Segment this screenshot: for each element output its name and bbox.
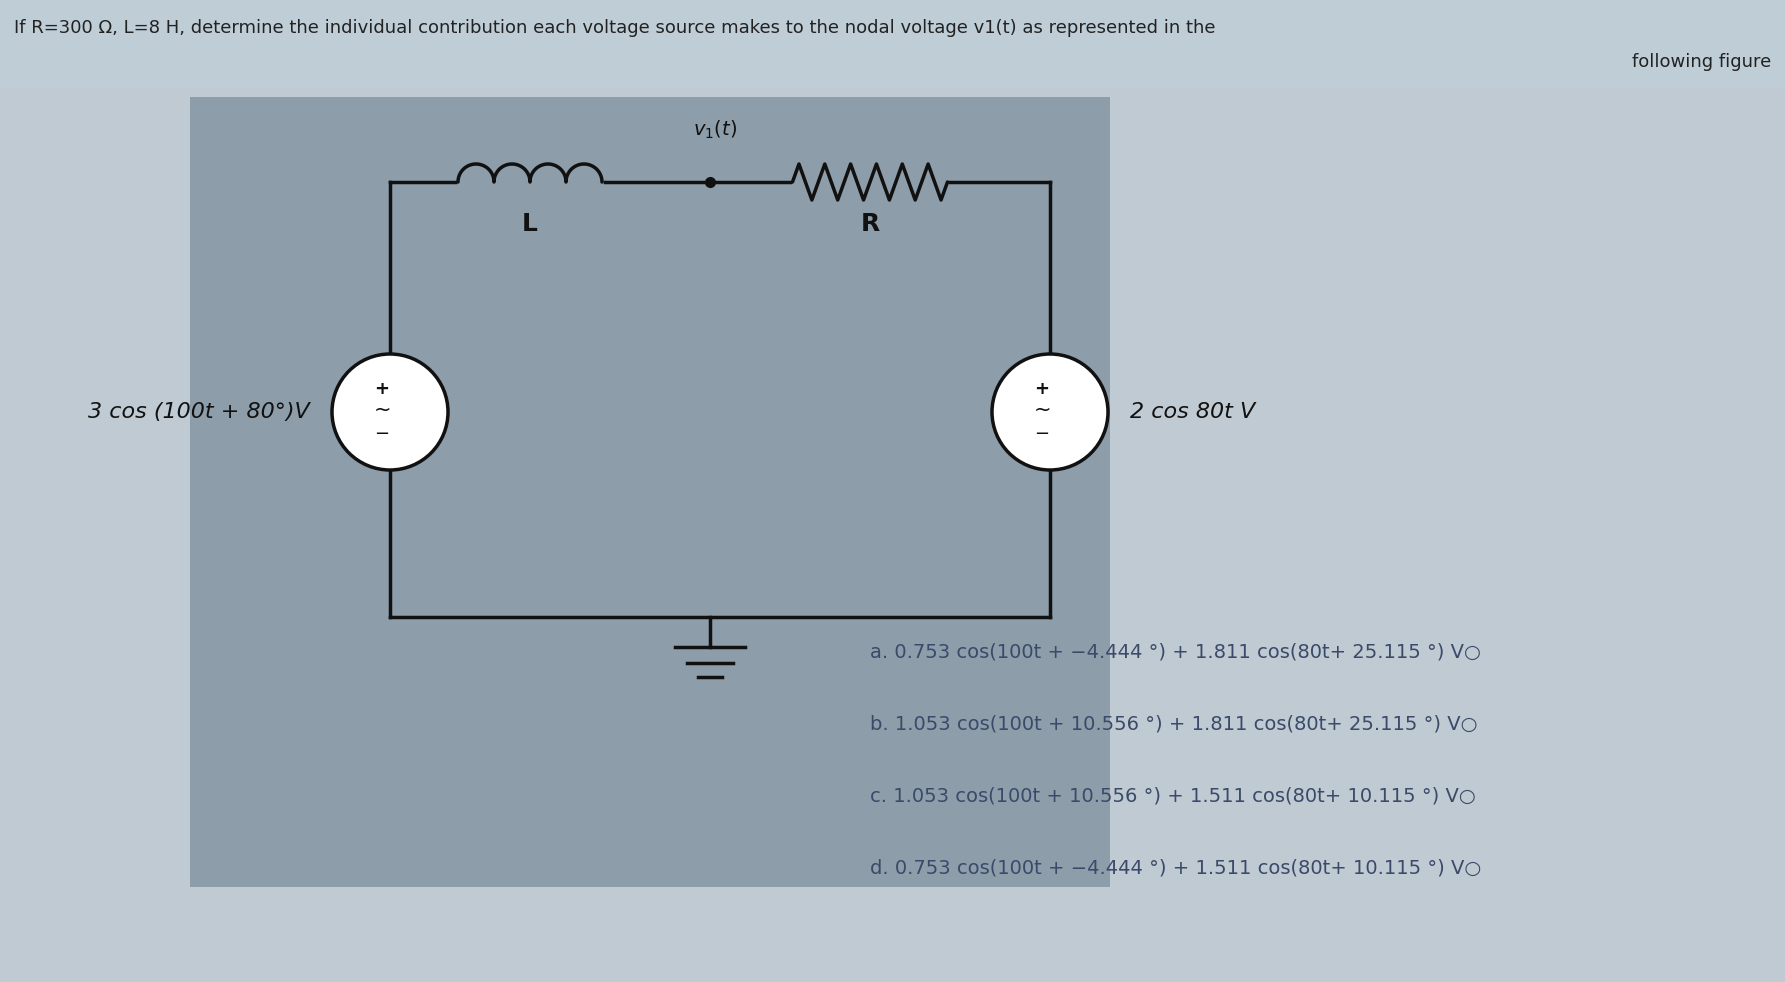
Text: b. 1.053 cos(100t + 10.556 °) + 1.811 cos(80t+ 25.115 °) V○: b. 1.053 cos(100t + 10.556 °) + 1.811 co… [869, 715, 1478, 734]
Text: ~: ~ [1034, 400, 1051, 420]
Text: R: R [860, 212, 880, 236]
Text: If R=300 Ω, L=8 H, determine the individual contribution each voltage source mak: If R=300 Ω, L=8 H, determine the individ… [14, 19, 1216, 37]
Text: c. 1.053 cos(100t + 10.556 °) + 1.511 cos(80t+ 10.115 °) V○: c. 1.053 cos(100t + 10.556 °) + 1.511 co… [869, 787, 1476, 805]
Text: $v_1(t)$: $v_1(t)$ [693, 119, 737, 141]
Bar [0, 0, 1785, 88]
Circle shape [992, 354, 1108, 470]
Text: +: + [1035, 380, 1050, 398]
Text: 3 cos (100t + 80°)V: 3 cos (100t + 80°)V [87, 402, 311, 422]
Text: 2 cos 80t V: 2 cos 80t V [1130, 402, 1255, 422]
Text: ~: ~ [373, 400, 391, 420]
Text: a. 0.753 cos(100t + −4.444 °) + 1.811 cos(80t+ 25.115 °) V○: a. 0.753 cos(100t + −4.444 °) + 1.811 co… [869, 642, 1482, 662]
Text: L: L [521, 212, 537, 236]
Bar [189, 97, 1110, 887]
Text: d. 0.753 cos(100t + −4.444 °) + 1.511 cos(80t+ 10.115 °) V○: d. 0.753 cos(100t + −4.444 °) + 1.511 co… [869, 858, 1482, 878]
Text: following figure: following figure [1631, 53, 1771, 71]
Text: −: − [1035, 425, 1050, 443]
Text: −: − [375, 425, 389, 443]
Circle shape [332, 354, 448, 470]
Text: +: + [375, 380, 389, 398]
